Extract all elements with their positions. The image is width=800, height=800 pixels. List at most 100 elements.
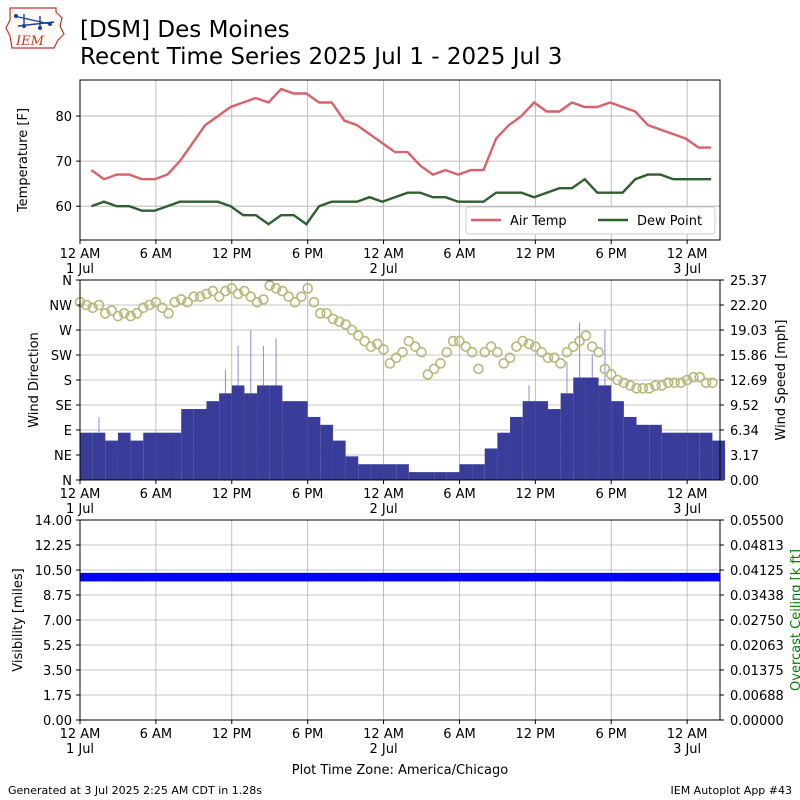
air-temp-line xyxy=(90,87,712,181)
wind-dir-tick-label: N xyxy=(62,474,72,489)
wind-dir-point xyxy=(245,291,257,302)
wind-speed-bar xyxy=(535,401,548,480)
wind-speed-bar xyxy=(497,432,511,480)
wind-speed-tick-label: 25.37 xyxy=(730,274,767,289)
visibility-band xyxy=(80,572,720,582)
wind-speed-axis-label: Wind Speed [mph] xyxy=(774,320,789,441)
ceiling-tick-label: 0.00688 xyxy=(730,689,784,704)
wind-dir-point xyxy=(378,344,389,355)
wind-dir-point xyxy=(365,341,377,352)
x-tick-label: 12 PM xyxy=(515,727,555,742)
ceiling-tick-label: 0.02063 xyxy=(730,639,784,654)
y-tick-label: 60 xyxy=(55,200,72,215)
wind-speed-bar xyxy=(117,432,131,480)
x-tick-label: 6 AM xyxy=(443,487,476,502)
wind-speed-bar xyxy=(636,424,650,480)
wind-dir-point xyxy=(542,352,554,364)
app-label: IEM Autoplot App #43 xyxy=(670,784,793,797)
wind-speed-bar xyxy=(459,464,473,480)
wind-speed-tick-label: 3.17 xyxy=(730,449,759,464)
x-tick-label: 12 PM xyxy=(515,247,555,262)
wind-dir-point xyxy=(675,377,687,389)
wind-speed-bar xyxy=(611,401,624,480)
wind-dir-point xyxy=(441,346,453,358)
wind-dir-point xyxy=(479,346,491,358)
wind-speed-bar xyxy=(332,440,346,480)
wind-dir-point xyxy=(631,383,642,394)
x-tick-sublabel: 1 Jul xyxy=(66,502,94,517)
wind-dir-point xyxy=(156,302,168,314)
wind-speed-bar xyxy=(674,432,688,480)
wind-speed-bar xyxy=(143,432,156,480)
wind-speed-bar xyxy=(421,472,435,480)
x-tick-label: 12 AM xyxy=(60,727,101,742)
visibility-tick-label: 7.00 xyxy=(43,614,72,629)
wind-dir-point xyxy=(511,341,522,352)
wind-dir-tick-label: S xyxy=(64,374,72,389)
wind-speed-bar xyxy=(598,385,612,480)
wind-speed-tick-label: 22.20 xyxy=(730,299,767,314)
wind-dir-tick-label: E xyxy=(64,424,72,439)
visibility-tick-label: 0.00 xyxy=(43,714,72,729)
wind-dir-point xyxy=(460,341,472,352)
wind-dir-point xyxy=(447,335,459,347)
x-tick-sublabel: 2 Jul xyxy=(370,262,398,277)
wind-dir-point xyxy=(99,308,111,319)
x-tick-label: 12 AM xyxy=(60,487,101,502)
wind-dir-point xyxy=(403,335,415,347)
wind-dir-point xyxy=(283,291,294,302)
wind-dir-point xyxy=(169,296,181,308)
y-tick-label: 80 xyxy=(55,110,72,125)
wind-dir-point xyxy=(346,324,358,336)
wind-speed-bar xyxy=(547,409,561,480)
visibility-tick-label: 3.50 xyxy=(43,664,72,679)
x-tick-label: 6 PM xyxy=(595,487,626,502)
wind-dir-point xyxy=(637,383,649,394)
y-tick-label: 70 xyxy=(55,155,72,170)
generated-note: Generated at 3 Jul 2025 2:25 AM CDT in 1… xyxy=(8,784,262,797)
wind-dir-point xyxy=(435,358,446,369)
wind-dir-point xyxy=(93,299,105,311)
wind-speed-bar xyxy=(206,401,220,480)
wind-dir-point xyxy=(599,363,611,375)
wind-dir-point xyxy=(315,308,326,319)
wind-dir-point xyxy=(428,363,440,375)
wind-dir-point xyxy=(549,352,560,364)
x-tick-label: 12 AM xyxy=(667,487,708,502)
ceiling-axis-label: Overcast Ceiling [k ft] xyxy=(789,549,800,691)
ceiling-tick-label: 0.05500 xyxy=(730,514,784,529)
wind-dir-point xyxy=(144,299,155,311)
wind-dir-point xyxy=(580,330,592,341)
wind-dir-point xyxy=(612,374,623,386)
wind-dir-point xyxy=(112,310,124,322)
wind-speed-bar xyxy=(623,416,637,480)
wind-dir-point xyxy=(561,346,573,358)
x-tick-label: 12 PM xyxy=(212,727,252,742)
wind-dir-point xyxy=(327,313,339,325)
x-tick-label: 6 PM xyxy=(595,247,626,262)
wind-dir-point xyxy=(662,377,674,389)
wind-speed-bar xyxy=(370,464,384,480)
wind-dir-point xyxy=(707,377,718,389)
wind-speed-tick-label: 0.00 xyxy=(730,474,759,489)
x-tick-label: 12 AM xyxy=(667,247,708,262)
visibility-axis-label: Visibility [miles] xyxy=(11,568,26,671)
timezone-label: Plot Time Zone: America/Chicago xyxy=(291,763,509,778)
wind-speed-bar xyxy=(307,416,321,480)
wind-speed-bar xyxy=(219,393,232,480)
wind-dir-point xyxy=(700,377,712,389)
wind-dir-point xyxy=(182,296,193,308)
x-tick-label: 6 AM xyxy=(140,727,173,742)
x-tick-label: 6 PM xyxy=(595,727,626,742)
wind-dir-point xyxy=(567,341,579,352)
wind-dir-point xyxy=(270,283,282,294)
visibility-tick-label: 1.75 xyxy=(43,689,72,704)
wind-dir-point xyxy=(473,363,484,375)
x-tick-label: 12 AM xyxy=(363,727,404,742)
wind-dir-point xyxy=(289,296,301,308)
wind-dir-point xyxy=(466,346,478,358)
wind-speed-bar xyxy=(396,464,409,480)
wind-dir-point xyxy=(277,285,288,297)
wind-speed-bar xyxy=(649,424,662,480)
iem-logo: IEM xyxy=(5,7,65,49)
